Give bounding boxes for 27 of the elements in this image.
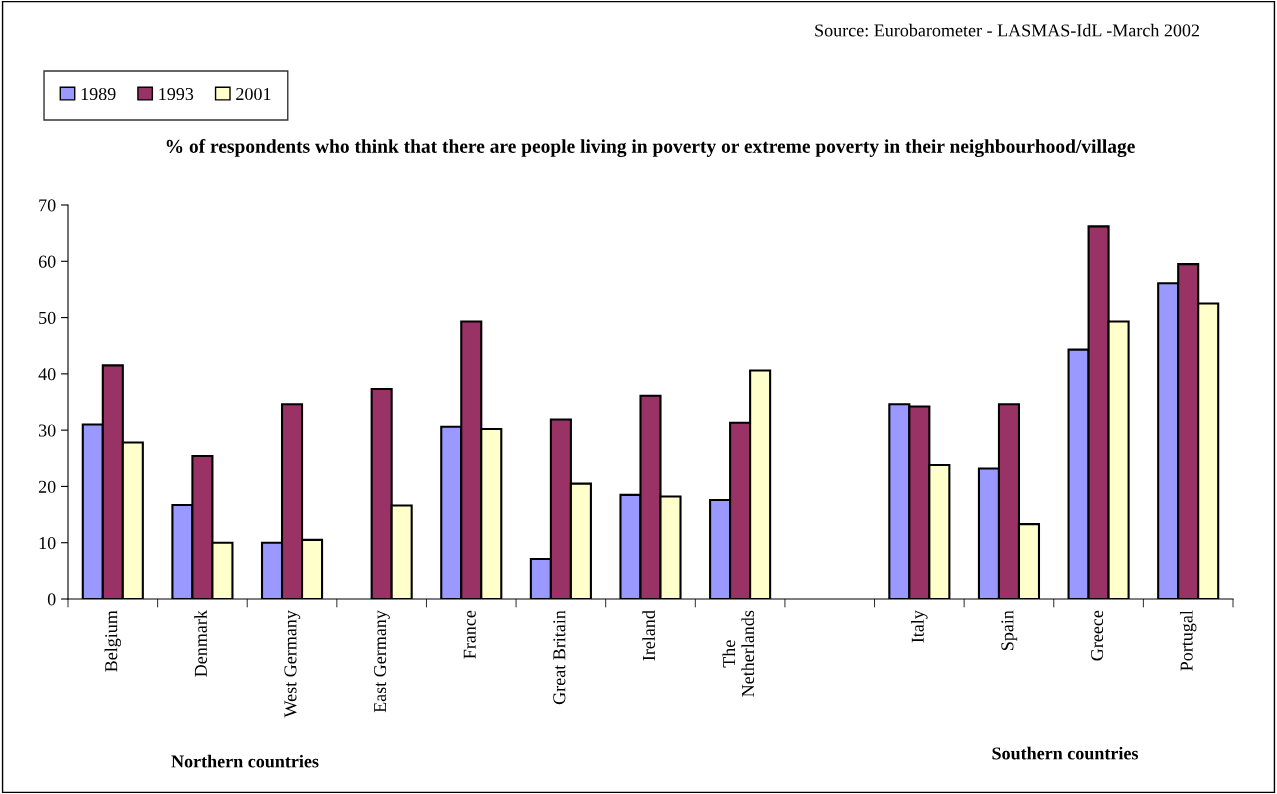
chart-title: % of respondents who think that there are people living in poverty or extreme poverty in their neighbourhood/village [166,139,1135,157]
x-tick-label: Great Britain [553,610,566,705]
x-tick-label: Belgium [104,610,122,672]
y-tick-label: 0 [47,593,56,606]
x-tick-label: East Germany [373,610,390,713]
y-tick-label: 10 [39,536,56,550]
x-tick-label: The Netherlands [722,610,755,697]
y-tick-label: 70 [39,199,56,212]
x-tick-label: France [463,610,476,659]
text: Southern countries [992,746,1139,760]
x-tick-label: Greece [1090,610,1104,661]
y-tick-label: 20 [38,480,56,493]
text: Northern countries [171,754,319,768]
y-tick-label: 30 [39,424,56,437]
x-tick-label: Denmark [194,610,207,677]
x-tick-label: Ireland [642,610,656,661]
x-tick-label: Italy [911,610,928,643]
y-tick-label: 50 [39,311,56,325]
legend-label: 1993 [159,87,194,101]
legend-label: 1989 [81,87,116,101]
source-note: Source: Eurobarometer - LASMAS-IdL -March 2002 [815,23,1200,37]
x-tick-label: Portugal [1179,610,1197,671]
legend-label: 2001 [236,87,271,101]
x-tick-label: Spain [1001,610,1018,651]
x-tick-label: West Germany [284,610,301,718]
y-tick-label: 40 [38,368,56,381]
y-tick-label: 60 [38,255,56,268]
